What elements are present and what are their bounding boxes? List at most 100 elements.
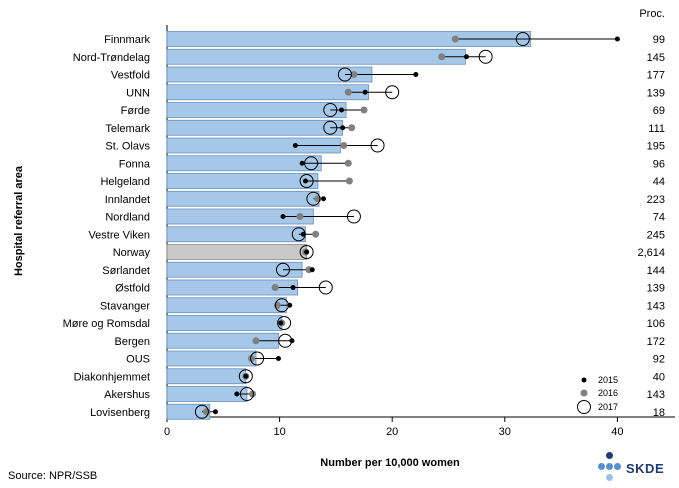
marker-2017: [337, 67, 352, 82]
marker-2015: [300, 231, 306, 237]
legend-label-2015: 2015: [598, 375, 618, 385]
legend-label-2017: 2017: [598, 402, 618, 412]
marker-2016: [252, 337, 260, 345]
category-label: Vestre Viken: [88, 229, 150, 241]
count-label: 69: [653, 105, 665, 117]
category-label: Sørlandet: [102, 265, 150, 277]
logo-dot: [606, 463, 613, 470]
marker-2017: [238, 369, 253, 384]
marker-2016: [340, 142, 348, 149]
marker-2016: [360, 106, 368, 114]
count-label: 111: [648, 123, 665, 135]
count-label: 143: [647, 300, 665, 312]
count-label: 2,614: [637, 247, 665, 259]
marker-2015: [302, 178, 308, 184]
marker-2015: [464, 54, 470, 60]
x-tick-label: 10: [273, 426, 285, 438]
count-header: Proc.: [639, 8, 665, 20]
marker-2015: [413, 72, 419, 77]
marker-2017: [274, 298, 289, 313]
bar: [166, 315, 283, 331]
legend-label-2016: 2016: [598, 388, 618, 398]
marker-2015: [362, 89, 368, 95]
category-label: Førde: [121, 105, 150, 117]
x-tick-label: 0: [164, 426, 170, 438]
count-label: 18: [653, 407, 665, 419]
marker-2016: [345, 177, 353, 185]
count-label: 139: [647, 283, 665, 295]
marker-2016: [344, 159, 352, 167]
category-label: St. Olavs: [105, 141, 150, 153]
marker-2015: [614, 36, 620, 42]
bar: [166, 297, 287, 314]
marker-2016: [247, 355, 255, 362]
marker-2015: [212, 409, 218, 415]
marker-2017: [299, 174, 314, 188]
bar: [166, 119, 344, 136]
marker-2017: [277, 316, 292, 330]
marker-2017: [385, 85, 400, 100]
count-label: 223: [647, 194, 665, 206]
marker-2017: [346, 209, 361, 224]
category-label: OUS: [126, 354, 150, 366]
marker-2017: [318, 280, 333, 295]
marker-2016: [271, 284, 279, 291]
x-axis-title: Number per 10,000 women: [320, 457, 460, 469]
marker-2016: [348, 124, 356, 132]
category-label: Bergen: [115, 336, 150, 348]
marker-2015: [280, 214, 286, 219]
logo-dot: [614, 463, 621, 470]
category-label: Nordland: [105, 212, 150, 224]
category-label: Lovisenberg: [90, 407, 150, 419]
count-label: 143: [647, 389, 665, 401]
category-label: Stavanger: [100, 300, 150, 312]
category-label: Akershus: [104, 389, 150, 401]
category-label: Diakonhjemmet: [74, 371, 150, 383]
marker-2017: [194, 404, 209, 419]
legend-marker-2016: [580, 389, 588, 397]
count-label: 106: [647, 318, 665, 330]
legend-marker-2015: [581, 377, 587, 383]
bar: [166, 48, 466, 65]
source-note: Source: NPR/SSB: [8, 470, 98, 482]
logo-dot: [598, 463, 605, 470]
count-label: 74: [653, 212, 665, 224]
marker-2015: [309, 267, 315, 273]
logo-dot: [606, 474, 613, 481]
marker-2016: [249, 390, 257, 398]
category-label: Innlandet: [105, 194, 150, 206]
count-label: 44: [653, 176, 665, 188]
marker-2017: [306, 191, 321, 206]
marker-2017: [478, 49, 493, 64]
marker-2015: [234, 391, 240, 397]
count-label: 172: [647, 336, 665, 348]
marker-2017: [515, 32, 530, 46]
marker-2016: [451, 35, 459, 43]
marker-2017: [239, 387, 254, 401]
x-tick-label: 30: [499, 426, 511, 438]
marker-2017: [370, 138, 385, 153]
marker-2017: [291, 227, 306, 242]
count-label: 195: [647, 141, 665, 153]
count-label: 139: [647, 87, 665, 99]
marker-2015: [340, 125, 346, 131]
x-tick-label: 20: [386, 426, 398, 438]
logo-dot: [606, 452, 613, 459]
count-label: 99: [653, 34, 665, 46]
bar: [166, 173, 319, 189]
marker-2017: [275, 262, 290, 277]
legend-marker-2017: [577, 400, 591, 414]
bar: [166, 84, 369, 101]
marker-2015: [243, 373, 249, 379]
marker-2016: [344, 88, 352, 96]
category-label: Telemark: [105, 123, 150, 135]
marker-2015: [278, 320, 284, 326]
count-label: 144: [647, 265, 665, 277]
marker-2017: [278, 333, 293, 348]
bar: [166, 190, 320, 207]
bar: [166, 226, 306, 243]
marker-2017: [304, 156, 319, 171]
category-label: Finnmark: [104, 34, 150, 46]
logo-text: SKDE: [626, 461, 665, 476]
